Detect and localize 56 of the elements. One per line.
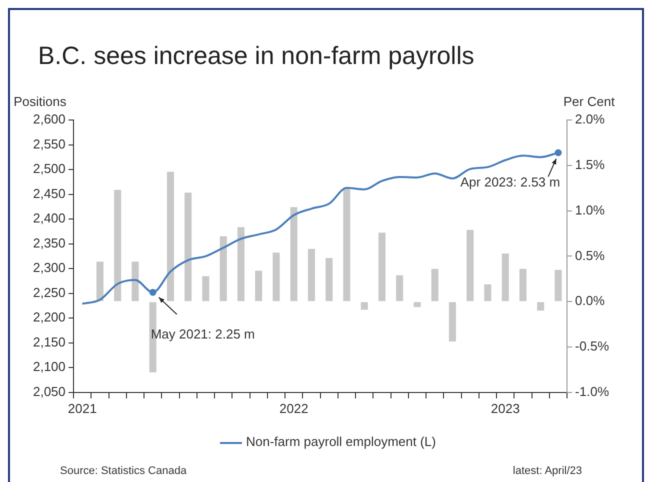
bar [484, 284, 492, 302]
y-tick-label: 2,050 [32, 384, 66, 399]
y-tick-label: 2,100 [32, 359, 66, 374]
legend-label: Non-farm payroll employment (L) [244, 434, 436, 449]
bar [220, 236, 227, 302]
y2-tick-label: 0.5% [575, 248, 606, 263]
bar [166, 172, 174, 302]
bar [114, 190, 122, 302]
y2-tick-label: 2.0% [575, 112, 606, 127]
bar [431, 268, 438, 302]
bar [237, 227, 244, 302]
source-note: Source: Statistics Canada [60, 465, 187, 477]
bar [202, 276, 210, 302]
y-tick-label: 2,350 [32, 235, 66, 250]
y2-tick-label: -0.5% [575, 338, 610, 354]
bar [378, 232, 386, 302]
y2-tick-label: 1.5% [575, 156, 606, 172]
bar [326, 258, 333, 302]
y2-tick-label: 0.0% [575, 293, 606, 308]
bar [132, 262, 139, 302]
x-tick-label: 2023 [490, 400, 520, 416]
y-tick-label: 2,500 [32, 161, 66, 176]
x-tick-label: 2021 [68, 400, 97, 416]
y-tick-label: 2,600 [32, 112, 66, 127]
annotation: May 2021: 2.25 m [150, 326, 255, 342]
bar [343, 189, 350, 302]
y-tick-label: 2,450 [32, 186, 66, 201]
y2-tick-label: -1.0% [575, 384, 610, 399]
y-tick-label: 2,200 [32, 310, 66, 325]
y-tick-label: 2,550 [32, 136, 66, 152]
bar [554, 270, 562, 302]
y2-axis-title: Per Cent [563, 94, 616, 109]
y-tick-label: 2,300 [32, 260, 66, 276]
bar [360, 302, 368, 310]
bar [537, 302, 544, 311]
chart-title: B.C. sees increase in non-farm payrolls [38, 42, 474, 71]
bar [448, 302, 456, 342]
y-tick-label: 2,250 [32, 284, 66, 300]
y-axis-title: Positions [14, 94, 67, 109]
x-tick-label: 2022 [279, 400, 308, 416]
text: latest: April/23 [512, 465, 582, 477]
bar [96, 262, 104, 302]
bar [502, 253, 509, 302]
y-tick-label: 2,150 [32, 334, 66, 350]
y2-tick-label: 1.0% [575, 202, 606, 218]
bar [272, 252, 280, 302]
annotation: Apr 2023: 2.53 m [460, 174, 560, 190]
bar [519, 268, 526, 302]
bar [184, 192, 192, 302]
bar [255, 270, 262, 302]
bar [466, 230, 474, 302]
bar [308, 248, 315, 302]
bar [290, 207, 298, 302]
bar [396, 275, 404, 302]
bar [414, 302, 421, 308]
y-tick-label: 2,400 [32, 210, 66, 226]
